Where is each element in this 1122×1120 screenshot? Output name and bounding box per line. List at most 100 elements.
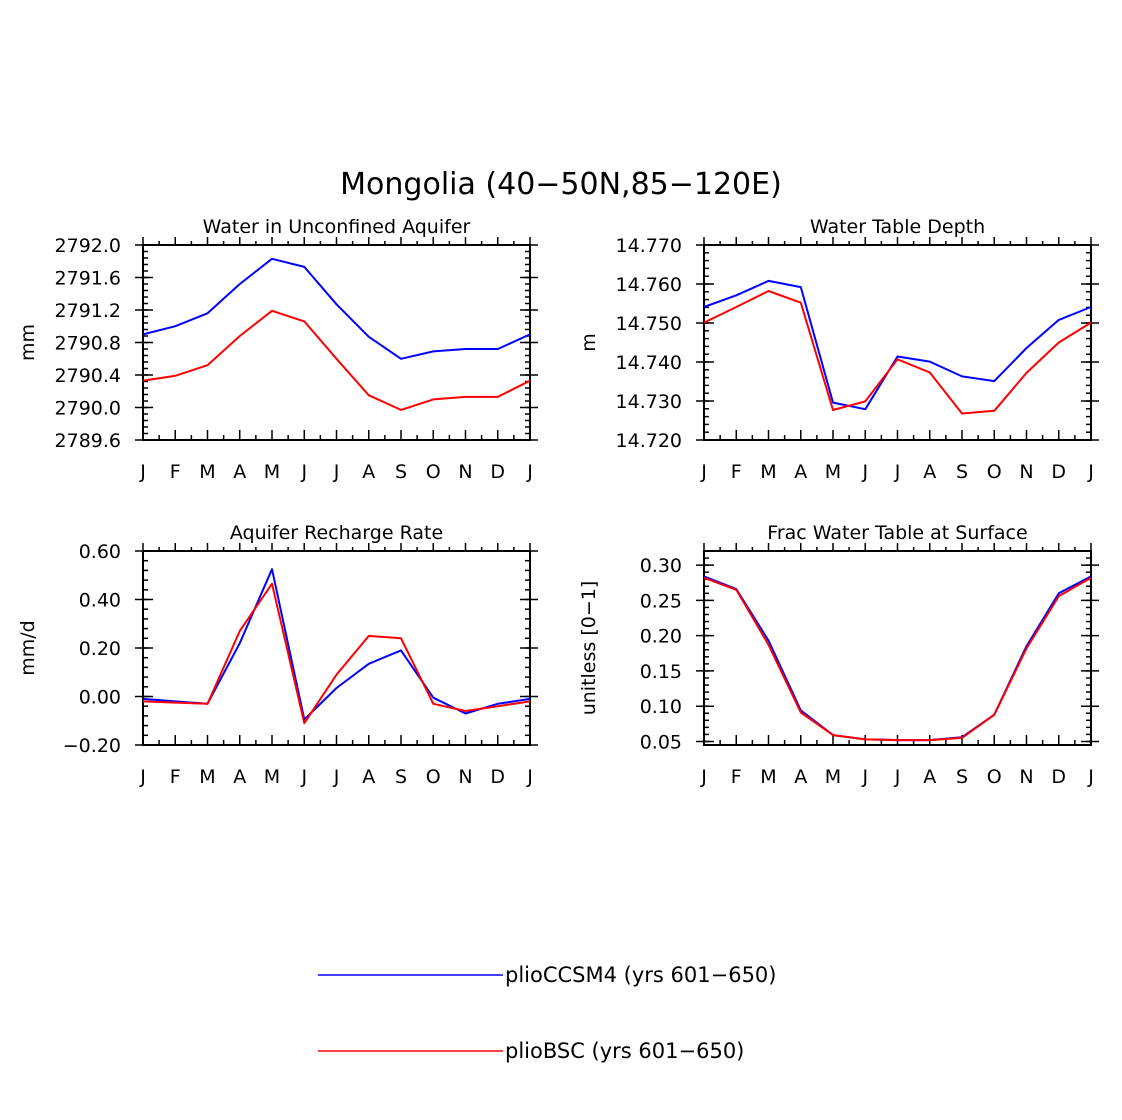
y-tick-label: 2791.2 [55,300,121,322]
legend-label: plioCCSM4 (yrs 601−650) [505,963,776,987]
x-tick-label: J [333,461,340,483]
y-tick-label: 14.750 [616,313,682,335]
x-tick-label: A [362,766,375,788]
plot-frame [142,244,531,441]
x-tick-label: J [861,766,868,788]
panel-title: Water Table Depth [810,216,985,238]
series-line-pliobsc [703,290,1092,415]
x-tick-label: F [170,461,181,483]
series-line-plioccsm4 [703,279,1092,411]
y-axis-label: mm [17,324,39,361]
x-tick-label: A [923,766,936,788]
series-line-pliobsc [142,309,531,411]
x-tick-label: A [923,461,936,483]
x-tick-label: J [861,461,868,483]
x-tick-label: J [1087,461,1094,483]
x-tick-label: O [987,766,1002,788]
y-tick-label: 2790.0 [55,398,121,420]
x-tick-label: N [458,461,472,483]
y-tick-label: 0.20 [640,626,682,648]
y-tick-label: 2789.6 [55,430,121,452]
series-line-pliobsc [703,576,1092,742]
y-tick-label: 0.00 [79,687,121,709]
x-tick-label: F [731,766,742,788]
x-tick-label: M [264,461,280,483]
x-tick-label: A [362,461,375,483]
x-tick-label: J [700,766,707,788]
x-tick-label: D [1051,461,1066,483]
x-tick-label: M [199,766,215,788]
x-tick-label: M [825,766,841,788]
x-tick-label: M [264,766,280,788]
series-line-plioccsm4 [142,257,531,360]
y-tick-label: 0.40 [79,590,121,612]
x-tick-label: M [199,461,215,483]
y-tick-label: 14.730 [616,391,682,413]
x-tick-label: J [139,766,146,788]
series-line-pliobsc [142,582,531,725]
x-tick-label: J [300,461,307,483]
x-tick-label: J [1087,766,1094,788]
x-tick-label: O [987,461,1002,483]
y-tick-label: 2791.6 [55,268,121,290]
y-tick-label: 0.05 [640,731,682,753]
x-tick-label: A [233,766,246,788]
y-tick-label: 0.25 [640,590,682,612]
x-tick-label: J [894,461,901,483]
x-tick-label: N [1019,766,1033,788]
x-tick-label: O [426,766,441,788]
y-tick-label: 14.760 [616,274,682,296]
x-tick-label: F [170,766,181,788]
y-axis-label: m [578,333,600,352]
x-tick-label: N [1019,461,1033,483]
panel-title: Aquifer Recharge Rate [230,522,443,544]
y-tick-label: 14.740 [616,352,682,374]
plot-frame [142,550,531,746]
series-line-plioccsm4 [142,568,531,721]
y-axis-label: unitless [0−1] [578,581,600,716]
y-axis-label: mm/d [17,620,39,675]
x-tick-label: D [490,461,505,483]
x-tick-label: A [794,461,807,483]
x-tick-label: F [731,461,742,483]
y-tick-label: 2790.4 [55,365,121,387]
y-tick-label: 2792.0 [55,235,121,257]
y-tick-label: 0.30 [640,555,682,577]
legend: plioCCSM4 (yrs 601−650) plioBSC (yrs 601−… [318,963,776,1063]
x-tick-label: M [760,461,776,483]
x-tick-label: J [700,461,707,483]
x-tick-label: N [458,766,472,788]
panel-title: Frac Water Table at Surface [767,522,1027,544]
y-tick-label: 2790.8 [55,333,121,355]
x-tick-label: O [426,461,441,483]
x-tick-label: S [956,461,968,483]
y-tick-label: 0.60 [79,541,121,563]
y-tick-label: 0.10 [640,696,682,718]
x-tick-label: J [139,461,146,483]
x-tick-label: M [825,461,841,483]
figure-title: Mongolia (40−50N,85−120E) [340,167,782,202]
y-tick-label: 0.20 [79,638,121,660]
x-tick-label: D [490,766,505,788]
x-tick-label: J [526,766,533,788]
x-tick-label: S [395,461,407,483]
y-tick-label: 14.770 [616,235,682,257]
x-tick-label: J [526,461,533,483]
x-tick-label: A [794,766,807,788]
y-tick-label: 0.15 [640,661,682,683]
x-tick-label: S [956,766,968,788]
x-tick-label: M [760,766,776,788]
x-tick-label: A [233,461,246,483]
x-tick-label: J [300,766,307,788]
series-line-plioccsm4 [703,575,1092,742]
y-tick-label: 14.720 [616,430,682,452]
y-tick-label: −0.20 [63,735,121,757]
legend-label: plioBSC (yrs 601−650) [505,1039,744,1063]
plot-frame [703,550,1092,746]
